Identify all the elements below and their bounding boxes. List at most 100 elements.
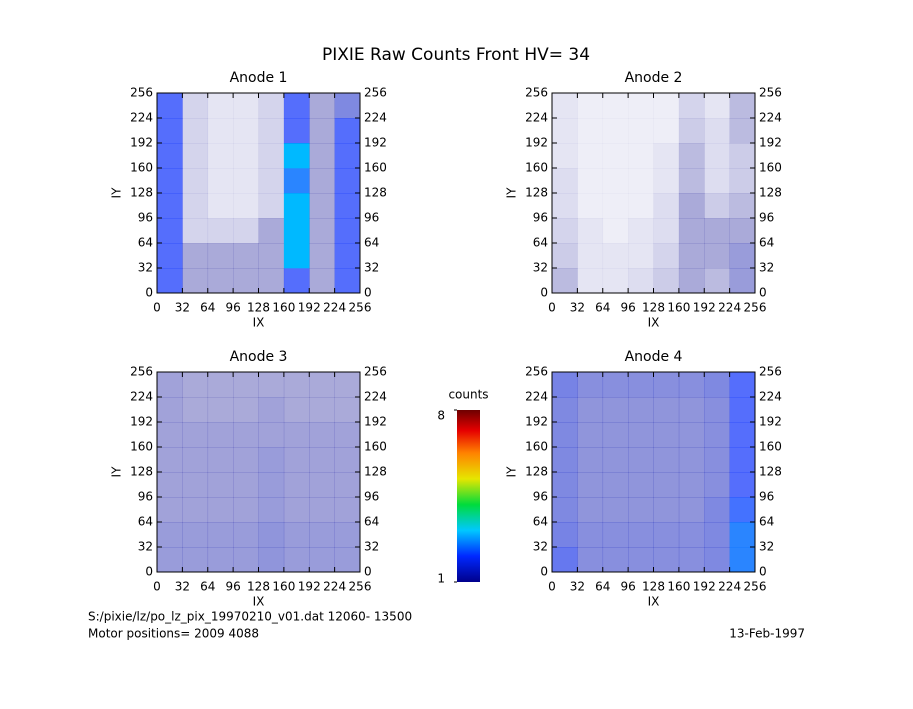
y-tick-label-right: 256 [759, 86, 782, 100]
heat-cell [704, 422, 730, 448]
x-tick-label: 96 [225, 301, 240, 315]
heat-cell [309, 243, 335, 269]
y-axis-label: IY [110, 466, 124, 478]
y-tick-label: 96 [138, 490, 153, 504]
y-tick-label-right: 128 [364, 186, 387, 200]
x-tick-label: 64 [595, 301, 610, 315]
y-tick-label-right: 224 [759, 111, 782, 125]
heat-cell [729, 93, 756, 119]
y-tick-label: 192 [130, 415, 153, 429]
y-tick-label-right: 128 [364, 465, 387, 479]
heat-cell [207, 522, 234, 548]
x-tick-label: 192 [298, 301, 321, 315]
heat-cell [577, 447, 604, 473]
heat-cell [157, 497, 183, 523]
y-tick-label: 224 [130, 111, 153, 125]
heat-cell [678, 447, 705, 473]
heat-cell [653, 397, 680, 423]
heat-cell [729, 397, 756, 423]
heat-cell [283, 422, 310, 448]
heat-cell [704, 218, 730, 244]
heat-cell [182, 243, 209, 269]
y-tick-label-right: 96 [759, 211, 774, 225]
heat-cell [552, 93, 578, 119]
heat-cell [628, 422, 654, 448]
heat-cell [309, 497, 335, 523]
heat-cell [182, 372, 209, 398]
footer-file: S:/pixie/lz/po_lz_pix_19970210_v01.dat 1… [88, 610, 412, 624]
heat-cell [602, 472, 629, 498]
y-tick-label: 64 [138, 236, 153, 250]
heat-cell [258, 268, 285, 294]
heat-cell [628, 243, 654, 269]
x-tick-label: 160 [272, 301, 295, 315]
heat-cell [653, 93, 680, 119]
y-tick-label-right: 0 [759, 565, 767, 579]
y-tick-label: 192 [130, 136, 153, 150]
heat-cell [729, 522, 756, 548]
heat-cell [258, 243, 285, 269]
heat-cell [258, 118, 285, 144]
y-tick-label-right: 224 [759, 390, 782, 404]
heat-cell [602, 218, 629, 244]
heat-cell [157, 472, 183, 498]
heat-cell [233, 472, 259, 498]
heat-cell [704, 243, 730, 269]
heat-cell [157, 447, 183, 473]
y-tick-label: 128 [525, 186, 548, 200]
y-tick-label-right: 64 [364, 515, 379, 529]
heat-cell [729, 143, 756, 169]
heat-cell [283, 472, 310, 498]
heat-cell [233, 447, 259, 473]
heat-cell [334, 243, 361, 269]
heat-cell [334, 372, 361, 398]
heat-cell [309, 268, 335, 294]
heat-cell [602, 268, 629, 294]
heat-cell [704, 93, 730, 119]
heat-cell [334, 422, 361, 448]
heat-cell [207, 218, 234, 244]
heat-cell [577, 193, 604, 219]
heat-cell [233, 243, 259, 269]
heat-cell [552, 447, 578, 473]
heat-cell [283, 547, 310, 573]
heat-cell [283, 397, 310, 423]
heat-cell [334, 93, 361, 119]
heat-cell [309, 93, 335, 119]
heat-cell [283, 522, 310, 548]
heat-cell [258, 372, 285, 398]
heat-cell [182, 93, 209, 119]
heat-cell [577, 268, 604, 294]
heat-cell [283, 497, 310, 523]
panel-title: Anode 3 [230, 349, 288, 365]
y-tick-label: 128 [525, 465, 548, 479]
x-tick-label: 128 [247, 580, 270, 594]
colorbar-label: counts [448, 388, 488, 402]
heat-cell [552, 422, 578, 448]
heat-cell [334, 547, 361, 573]
heat-cell [729, 372, 756, 398]
x-tick-label: 96 [620, 301, 635, 315]
heat-cell [552, 497, 578, 523]
heat-cell [157, 397, 183, 423]
x-tick-label: 32 [570, 580, 585, 594]
y-tick-label: 128 [130, 465, 153, 479]
heat-cell [729, 447, 756, 473]
heat-cell [334, 397, 361, 423]
heat-cell [157, 243, 183, 269]
heat-cell [182, 472, 209, 498]
heat-cell [552, 397, 578, 423]
y-tick-label: 160 [130, 440, 153, 454]
heat-cell [653, 218, 680, 244]
heat-cell [628, 522, 654, 548]
x-tick-label: 192 [693, 580, 716, 594]
y-tick-label-right: 192 [759, 415, 782, 429]
colorbar-tick-label: 8 [437, 409, 445, 423]
heat-cell [233, 372, 259, 398]
colorbar-tick-label: 1 [437, 572, 445, 586]
heat-cell [157, 218, 183, 244]
x-tick-label: 128 [642, 301, 665, 315]
heat-cell [182, 218, 209, 244]
heat-cell [602, 243, 629, 269]
heat-cell [729, 193, 756, 219]
